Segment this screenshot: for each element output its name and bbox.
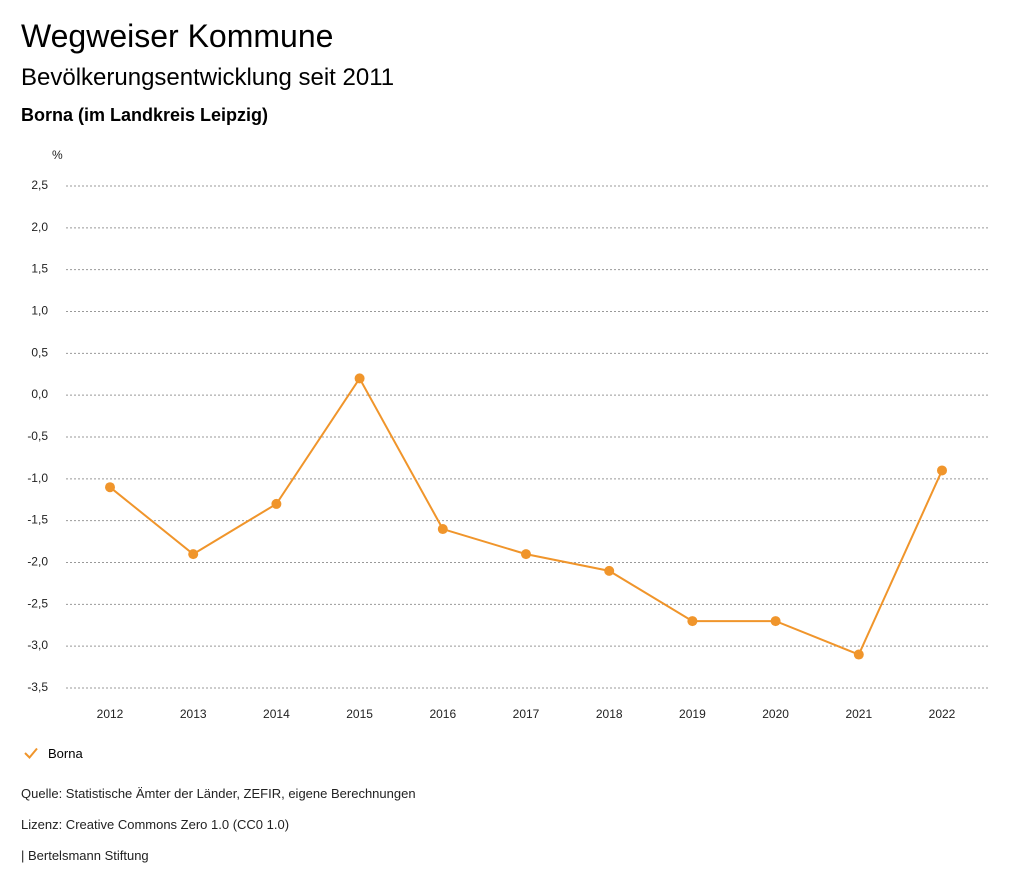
data-point	[937, 465, 947, 476]
data-point	[853, 649, 864, 660]
x-tick-label: 2019	[679, 707, 706, 721]
data-point	[770, 616, 781, 627]
y-tick-label: -3,0	[27, 638, 48, 652]
data-point	[604, 565, 615, 576]
y-tick-label: 1,0	[31, 304, 48, 318]
chart-subtitle: Bevölkerungsentwicklung seit 2011	[21, 64, 395, 91]
x-tick-label: 2016	[429, 707, 456, 721]
place-name: Borna (im Landkreis Leipzig)	[21, 105, 269, 125]
checkmark-icon	[24, 747, 38, 759]
x-tick-label: 2017	[513, 707, 540, 721]
data-point	[354, 373, 365, 384]
y-tick-label: -2,0	[27, 555, 48, 569]
x-tick-label: 2014	[263, 707, 290, 721]
x-tick-label: 2012	[97, 707, 124, 721]
y-tick-label: 2,0	[31, 220, 48, 234]
source-note: Quelle: Statistische Ämter der Länder, Z…	[21, 786, 416, 801]
x-tick-label: 2018	[596, 707, 623, 721]
data-point	[188, 549, 199, 560]
y-tick-label: -1,5	[27, 513, 48, 527]
y-tick-label: -0,5	[27, 429, 48, 443]
chart-title: Wegweiser Kommune	[21, 18, 334, 54]
y-tick-label: -1,0	[27, 471, 48, 485]
x-tick-label: 2020	[762, 707, 789, 721]
line-chart: % 2,5 2,0 1,5 1,0 0,5 0,0 -0,5 -1,0 -1,5 -2,0 -2,5 -…	[27, 148, 990, 721]
legend-label: Borna	[48, 745, 83, 761]
y-tick-label: 0,5	[31, 345, 48, 359]
y-tick-label: -3,5	[27, 680, 48, 694]
y-tick-label: 2,5	[31, 178, 48, 192]
data-point	[521, 549, 531, 560]
x-tick-label: 2015	[346, 707, 373, 721]
legend[interactable]: Borna	[22, 744, 83, 762]
y-tick-label: 0,0	[31, 387, 48, 401]
data-point	[271, 498, 282, 509]
x-tick-label: 2013	[180, 707, 207, 721]
y-unit-label: %	[52, 148, 63, 162]
series-line	[109, 376, 943, 656]
x-tick-label: 2021	[845, 707, 872, 721]
data-point	[437, 524, 448, 535]
publisher-note: | Bertelsmann Stiftung	[21, 848, 149, 863]
license-note: Lizenz: Creative Commons Zero 1.0 (CC0 1…	[21, 817, 290, 832]
data-point	[687, 616, 698, 627]
y-tick-label: -2,5	[27, 596, 48, 610]
y-tick-label: 1,5	[31, 262, 48, 276]
data-point	[105, 482, 115, 493]
x-tick-label: 2022	[929, 707, 956, 721]
